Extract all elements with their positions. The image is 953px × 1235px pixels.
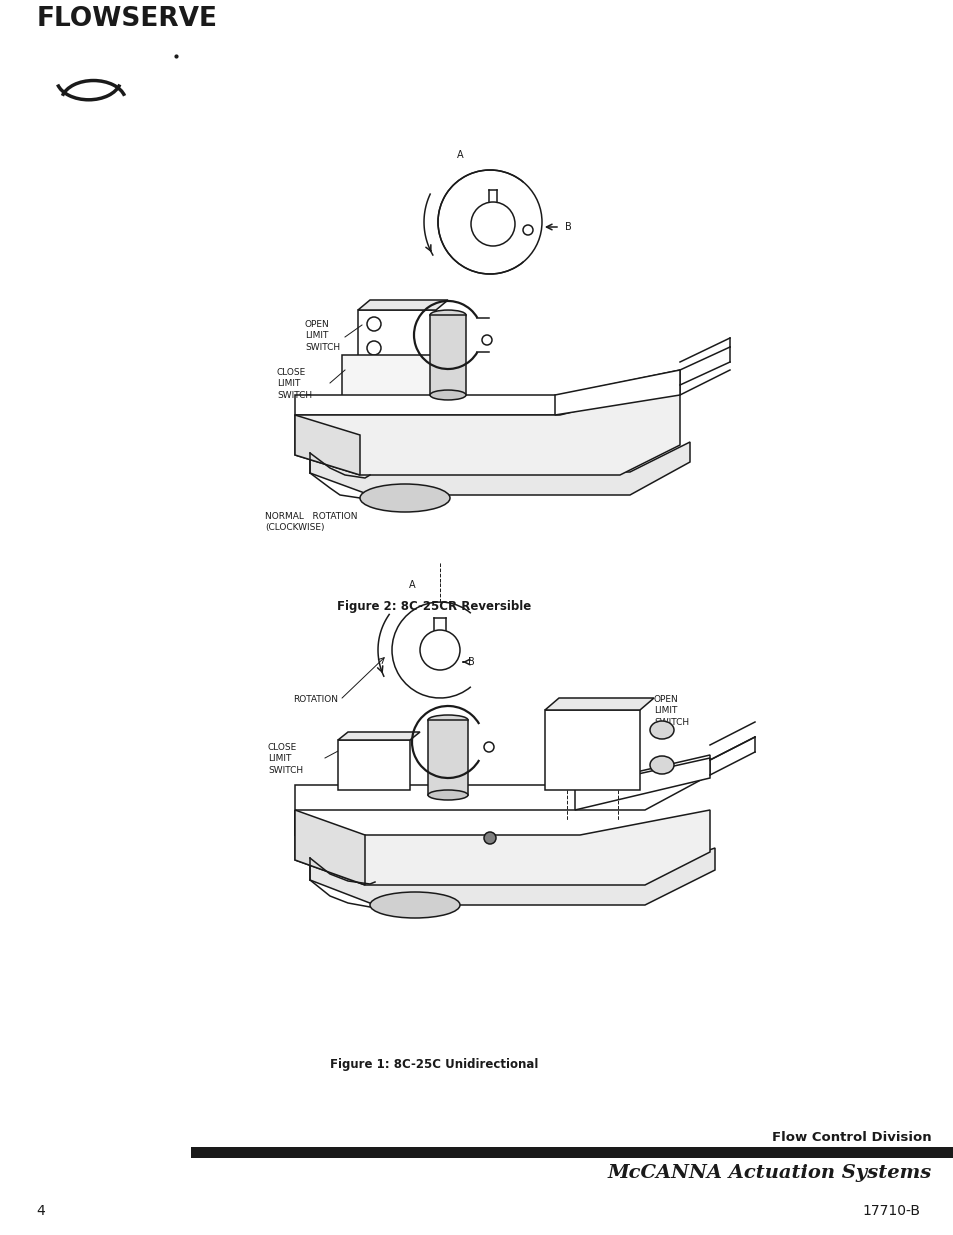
Text: NORMAL   ROTATION
(CLOCKWISE): NORMAL ROTATION (CLOCKWISE) xyxy=(265,513,357,532)
Polygon shape xyxy=(575,758,709,810)
Text: Flow Control Division: Flow Control Division xyxy=(772,1131,931,1144)
FancyBboxPatch shape xyxy=(191,1146,953,1158)
Text: 17710-B: 17710-B xyxy=(862,1204,920,1218)
Polygon shape xyxy=(310,442,689,495)
Text: A: A xyxy=(456,149,463,161)
Text: McCANNA Actuation Systems: McCANNA Actuation Systems xyxy=(607,1163,931,1182)
Polygon shape xyxy=(337,732,419,740)
Text: B: B xyxy=(564,222,571,232)
Polygon shape xyxy=(294,415,359,475)
Text: A: A xyxy=(408,580,415,590)
Polygon shape xyxy=(310,848,714,905)
Ellipse shape xyxy=(370,892,459,918)
Polygon shape xyxy=(555,370,679,415)
FancyBboxPatch shape xyxy=(341,354,432,408)
FancyBboxPatch shape xyxy=(357,310,436,366)
Circle shape xyxy=(483,742,494,752)
Circle shape xyxy=(483,832,496,844)
Ellipse shape xyxy=(430,310,465,320)
Ellipse shape xyxy=(428,790,468,800)
Ellipse shape xyxy=(428,715,468,725)
Text: CLOSE
LIMIT
SWITCH: CLOSE LIMIT SWITCH xyxy=(268,743,303,774)
Text: OPEN
LIMIT
SWITCH: OPEN LIMIT SWITCH xyxy=(305,320,340,352)
Polygon shape xyxy=(294,810,365,885)
Text: OPEN
LIMIT
SWITCH: OPEN LIMIT SWITCH xyxy=(654,695,688,727)
Text: 4: 4 xyxy=(36,1204,45,1218)
Polygon shape xyxy=(294,810,709,885)
FancyBboxPatch shape xyxy=(544,710,639,790)
Polygon shape xyxy=(294,385,679,475)
Polygon shape xyxy=(294,370,679,415)
Polygon shape xyxy=(544,698,654,710)
Polygon shape xyxy=(294,755,709,810)
Text: ROTATION: ROTATION xyxy=(293,695,337,704)
FancyBboxPatch shape xyxy=(430,315,465,395)
Ellipse shape xyxy=(359,484,450,513)
Text: B: B xyxy=(468,657,475,667)
Ellipse shape xyxy=(649,721,673,739)
Ellipse shape xyxy=(430,390,465,400)
FancyBboxPatch shape xyxy=(428,720,468,795)
Text: CLOSE
LIMIT
SWITCH: CLOSE LIMIT SWITCH xyxy=(276,368,312,400)
Polygon shape xyxy=(357,300,448,310)
Text: Figure 2: 8C-25CR Reversible: Figure 2: 8C-25CR Reversible xyxy=(336,600,531,614)
Text: Figure 1: 8C-25C Unidirectional: Figure 1: 8C-25C Unidirectional xyxy=(330,1058,537,1072)
FancyBboxPatch shape xyxy=(337,740,410,790)
Circle shape xyxy=(481,335,492,345)
Ellipse shape xyxy=(649,756,673,774)
Text: FLOWSERVE: FLOWSERVE xyxy=(36,6,217,32)
FancyBboxPatch shape xyxy=(336,408,436,425)
